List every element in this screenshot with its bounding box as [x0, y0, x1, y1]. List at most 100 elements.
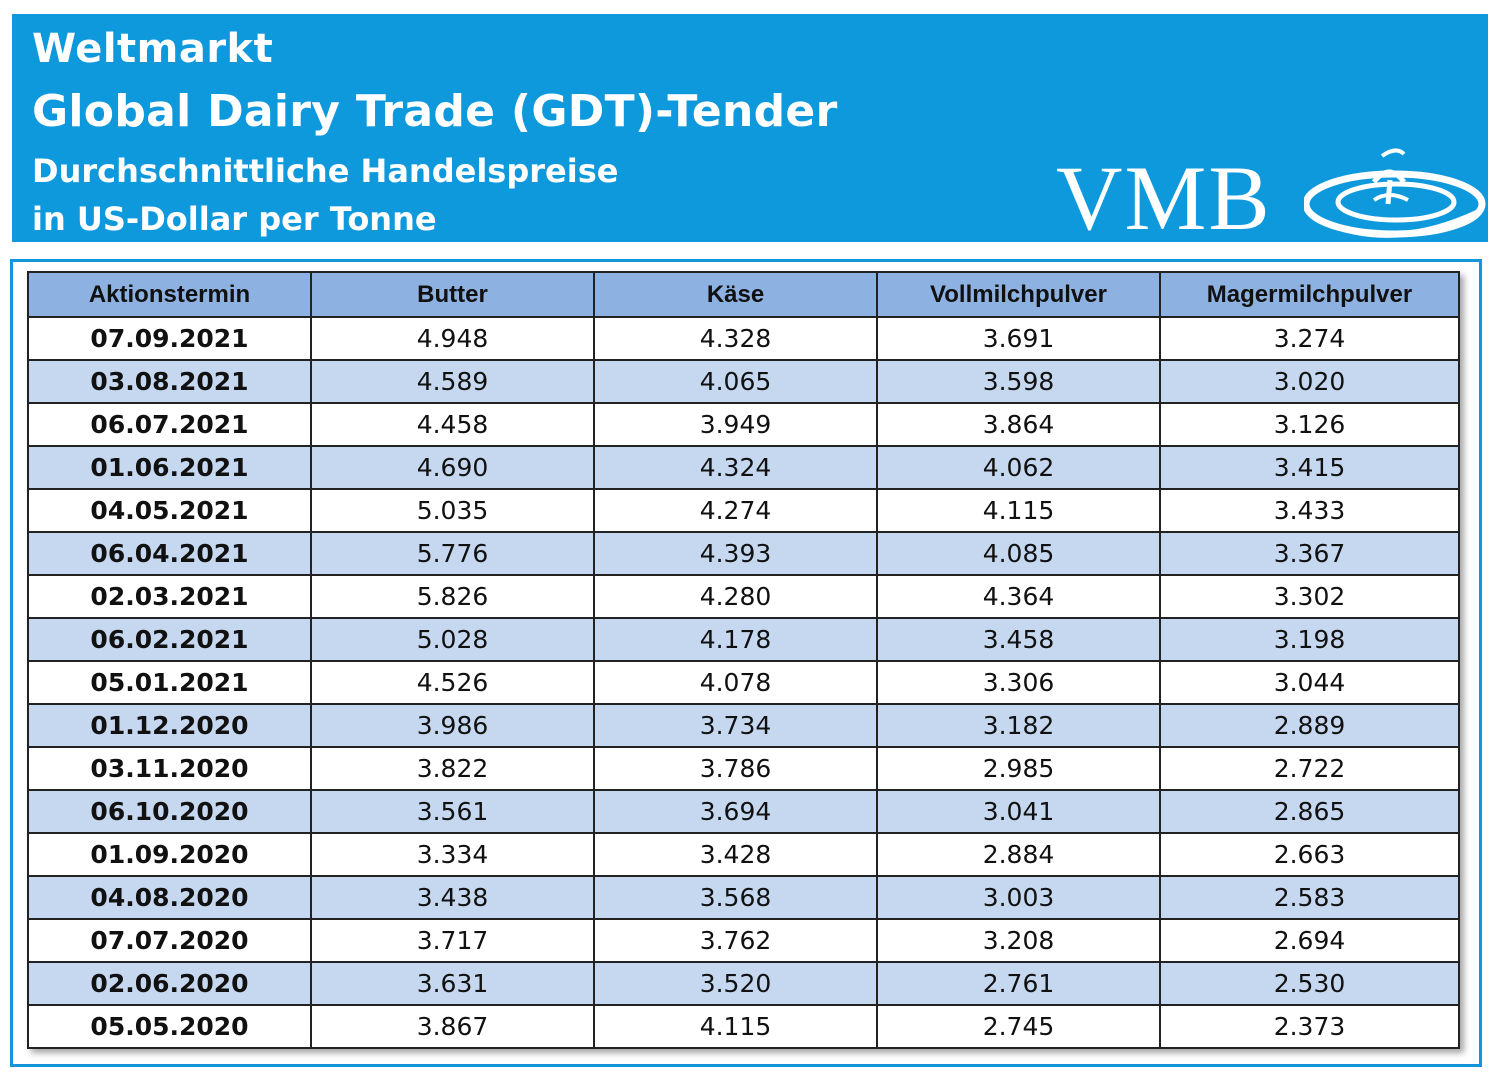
price-cell: 3.020: [1159, 359, 1460, 404]
date-cell: 01.09.2020: [27, 832, 312, 877]
table-body: 07.09.2021 4.948 4.328 3.691 3.274 03.08.2021…: [27, 316, 1460, 1049]
table-header-row: Aktionstermin Butter Käse Vollmilchpulver Ma…: [27, 271, 1460, 318]
price-cell: 4.065: [593, 359, 878, 404]
price-cell: 2.865: [1159, 789, 1460, 834]
price-cell: 2.745: [876, 1004, 1161, 1049]
table-row: 06.04.2021 5.776 4.393 4.085 3.367: [27, 531, 1460, 576]
column-header: Käse: [593, 271, 878, 318]
date-cell: 06.07.2021: [27, 402, 312, 447]
price-cell: 4.115: [593, 1004, 878, 1049]
price-cell: 3.003: [876, 875, 1161, 920]
price-cell: 3.126: [1159, 402, 1460, 447]
table-row: 05.01.2021 4.526 4.078 3.306 3.044: [27, 660, 1460, 705]
date-cell: 05.05.2020: [27, 1004, 312, 1049]
price-cell: 2.530: [1159, 961, 1460, 1006]
price-cell: 2.373: [1159, 1004, 1460, 1049]
price-cell: 4.526: [310, 660, 595, 705]
date-cell: 04.05.2021: [27, 488, 312, 533]
table-row: 04.08.2020 3.438 3.568 3.003 2.583: [27, 875, 1460, 920]
price-cell: 4.115: [876, 488, 1161, 533]
price-cell: 3.520: [593, 961, 878, 1006]
price-cell: 2.884: [876, 832, 1161, 877]
price-cell: 3.986: [310, 703, 595, 748]
price-cell: 5.826: [310, 574, 595, 619]
date-cell: 01.06.2021: [27, 445, 312, 490]
price-cell: 3.561: [310, 789, 595, 834]
price-cell: 3.367: [1159, 531, 1460, 576]
date-cell: 04.08.2020: [27, 875, 312, 920]
table-row: 07.07.2020 3.717 3.762 3.208 2.694: [27, 918, 1460, 963]
table-row: 03.11.2020 3.822 3.786 2.985 2.722: [27, 746, 1460, 791]
date-cell: 02.03.2021: [27, 574, 312, 619]
price-cell: 2.663: [1159, 832, 1460, 877]
price-cell: 2.889: [1159, 703, 1460, 748]
price-cell: 3.822: [310, 746, 595, 791]
table-row: 06.02.2021 5.028 4.178 3.458 3.198: [27, 617, 1460, 662]
price-cell: 3.864: [876, 402, 1161, 447]
swirl-logo-icon: [1304, 148, 1486, 238]
price-cell: 4.458: [310, 402, 595, 447]
date-cell: 06.04.2021: [27, 531, 312, 576]
date-cell: 02.06.2020: [27, 961, 312, 1006]
header-subtitle: Global Dairy Trade (GDT)-Tender: [32, 86, 838, 137]
price-cell: 4.078: [593, 660, 878, 705]
column-header: Butter: [310, 271, 595, 318]
table-row: 01.12.2020 3.986 3.734 3.182 2.889: [27, 703, 1460, 748]
table-row: 07.09.2021 4.948 4.328 3.691 3.274: [27, 316, 1460, 361]
price-cell: 2.694: [1159, 918, 1460, 963]
price-cell: 4.280: [593, 574, 878, 619]
date-cell: 05.01.2021: [27, 660, 312, 705]
price-cell: 3.428: [593, 832, 878, 877]
price-cell: 2.583: [1159, 875, 1460, 920]
table-row: 05.05.2020 3.867 4.115 2.745 2.373: [27, 1004, 1460, 1049]
date-cell: 01.12.2020: [27, 703, 312, 748]
table-row: 01.06.2021 4.690 4.324 4.062 3.415: [27, 445, 1460, 490]
price-table: Aktionstermin Butter Käse Vollmilchpulver Ma…: [27, 271, 1460, 1049]
price-cell: 3.691: [876, 316, 1161, 361]
date-cell: 06.10.2020: [27, 789, 312, 834]
price-cell: 4.328: [593, 316, 878, 361]
price-cell: 4.364: [876, 574, 1161, 619]
price-cell: 4.393: [593, 531, 878, 576]
price-cell: 3.694: [593, 789, 878, 834]
price-cell: 3.568: [593, 875, 878, 920]
price-cell: 3.717: [310, 918, 595, 963]
price-cell: 3.598: [876, 359, 1161, 404]
price-cell: 5.028: [310, 617, 595, 662]
price-cell: 2.985: [876, 746, 1161, 791]
date-cell: 03.08.2021: [27, 359, 312, 404]
price-cell: 3.867: [310, 1004, 595, 1049]
price-cell: 4.690: [310, 445, 595, 490]
price-cell: 2.761: [876, 961, 1161, 1006]
price-cell: 3.302: [1159, 574, 1460, 619]
price-cell: 3.182: [876, 703, 1161, 748]
table-row: 02.06.2020 3.631 3.520 2.761 2.530: [27, 961, 1460, 1006]
price-cell: 3.198: [1159, 617, 1460, 662]
price-cell: 2.722: [1159, 746, 1460, 791]
price-cell: 3.786: [593, 746, 878, 791]
price-cell: 5.035: [310, 488, 595, 533]
price-cell: 3.044: [1159, 660, 1460, 705]
header-description: Durchschnittliche Handelspreise: [32, 152, 619, 190]
header-title: Weltmarkt: [32, 26, 274, 72]
table-row: 01.09.2020 3.334 3.428 2.884 2.663: [27, 832, 1460, 877]
price-cell: 3.949: [593, 402, 878, 447]
column-header: Vollmilchpulver: [876, 271, 1161, 318]
price-cell: 3.734: [593, 703, 878, 748]
price-cell: 3.041: [876, 789, 1161, 834]
date-cell: 07.09.2021: [27, 316, 312, 361]
price-cell: 3.631: [310, 961, 595, 1006]
price-cell: 3.306: [876, 660, 1161, 705]
price-cell: 4.589: [310, 359, 595, 404]
header-banner: Weltmarkt Global Dairy Trade (GDT)-Tende…: [12, 14, 1488, 248]
price-cell: 3.208: [876, 918, 1161, 963]
column-header: Magermilchpulver: [1159, 271, 1460, 318]
table-row: 04.05.2021 5.035 4.274 4.115 3.433: [27, 488, 1460, 533]
logo-text: VMB: [1056, 147, 1272, 249]
price-cell: 3.433: [1159, 488, 1460, 533]
date-cell: 03.11.2020: [27, 746, 312, 791]
price-cell: 3.458: [876, 617, 1161, 662]
price-cell: 3.762: [593, 918, 878, 963]
table-row: 06.07.2021 4.458 3.949 3.864 3.126: [27, 402, 1460, 447]
header-unit: in US-Dollar per Tonne: [32, 200, 437, 238]
